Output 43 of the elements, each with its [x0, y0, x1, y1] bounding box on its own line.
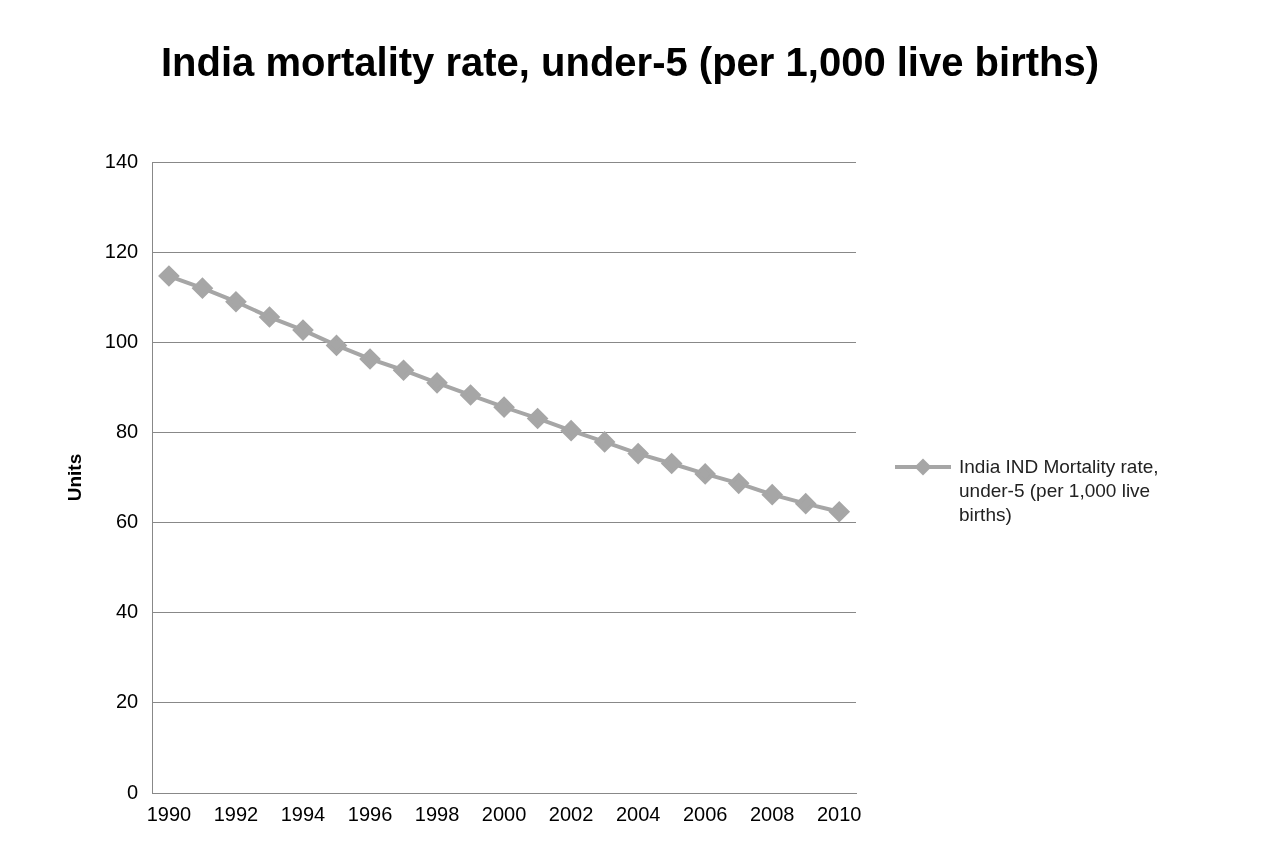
- point: [728, 473, 749, 494]
- point: [795, 493, 816, 514]
- point: [695, 463, 716, 484]
- y-tick-label: 140: [104, 149, 139, 172]
- point: [259, 307, 280, 328]
- x-tick-label: 1992: [213, 802, 259, 825]
- point: [360, 348, 381, 369]
- point: [561, 420, 582, 441]
- x-tick-label: 2008: [749, 802, 795, 825]
- x-tick-label: 1998: [414, 802, 460, 825]
- point: [594, 431, 615, 452]
- y-axis-title: Units: [63, 453, 85, 502]
- point: [158, 266, 179, 287]
- point: [494, 397, 515, 418]
- y-tick-label: 0: [127, 780, 139, 803]
- legend-label: India IND Mortality rate, under-5 (per 1,000 live births): [959, 455, 1160, 527]
- y-tick-label: 40: [115, 600, 139, 623]
- point: [393, 360, 414, 381]
- x-tick-label: 1994: [280, 802, 326, 825]
- x-tick-label: 1996: [347, 802, 393, 825]
- point: [460, 385, 481, 406]
- point: [628, 443, 649, 464]
- y-tick-label: 60: [115, 510, 139, 533]
- x-tick-label: 2002: [548, 802, 594, 825]
- x-tick-label: 2006: [682, 802, 728, 825]
- y-tick-label: 20: [115, 690, 139, 713]
- point: [192, 278, 213, 299]
- y-tick-label: 120: [104, 239, 139, 262]
- point: [829, 501, 850, 522]
- x-tick-label: 2004: [615, 802, 661, 825]
- x-tick-label: 1990: [146, 802, 192, 825]
- point: [326, 335, 347, 356]
- x-tick-label: 2000: [481, 802, 527, 825]
- point: [427, 372, 448, 393]
- point: [527, 408, 548, 429]
- point: [225, 291, 246, 312]
- point: [762, 484, 783, 505]
- point: [292, 320, 313, 341]
- y-tick-label: 100: [104, 329, 139, 352]
- x-tick-label: 2010: [816, 802, 862, 825]
- y-tick-label: 80: [115, 419, 139, 442]
- chart-title: India mortality rate, under-5 (per 1,000 live births): [159, 39, 1100, 86]
- point: [661, 453, 682, 474]
